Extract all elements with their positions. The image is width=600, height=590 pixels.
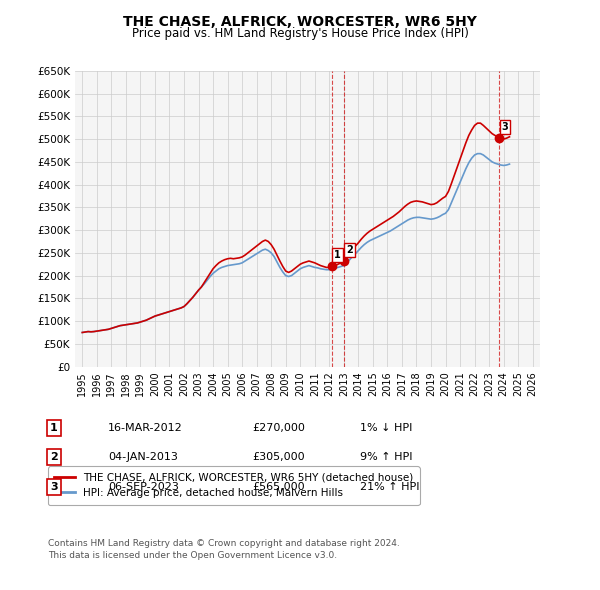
Text: 21% ↑ HPI: 21% ↑ HPI (360, 482, 419, 491)
Text: 2: 2 (50, 453, 58, 462)
Text: £270,000: £270,000 (252, 423, 305, 432)
Text: £305,000: £305,000 (252, 453, 305, 462)
Text: 06-SEP-2023: 06-SEP-2023 (108, 482, 179, 491)
Text: 04-JAN-2013: 04-JAN-2013 (108, 453, 178, 462)
Text: 16-MAR-2012: 16-MAR-2012 (108, 423, 183, 432)
Legend: THE CHASE, ALFRICK, WORCESTER, WR6 5HY (detached house), HPI: Average price, det: THE CHASE, ALFRICK, WORCESTER, WR6 5HY (… (47, 467, 419, 504)
Text: 2: 2 (346, 245, 353, 255)
Text: This data is licensed under the Open Government Licence v3.0.: This data is licensed under the Open Gov… (48, 550, 337, 559)
Text: £565,000: £565,000 (252, 482, 305, 491)
Text: 9% ↑ HPI: 9% ↑ HPI (360, 453, 413, 462)
Text: 3: 3 (502, 122, 508, 132)
Text: THE CHASE, ALFRICK, WORCESTER, WR6 5HY: THE CHASE, ALFRICK, WORCESTER, WR6 5HY (123, 15, 477, 29)
Text: 1: 1 (334, 250, 341, 260)
Text: 1% ↓ HPI: 1% ↓ HPI (360, 423, 412, 432)
Text: 3: 3 (50, 482, 58, 491)
Text: 1: 1 (50, 423, 58, 432)
Text: Contains HM Land Registry data © Crown copyright and database right 2024.: Contains HM Land Registry data © Crown c… (48, 539, 400, 548)
Text: Price paid vs. HM Land Registry's House Price Index (HPI): Price paid vs. HM Land Registry's House … (131, 27, 469, 40)
